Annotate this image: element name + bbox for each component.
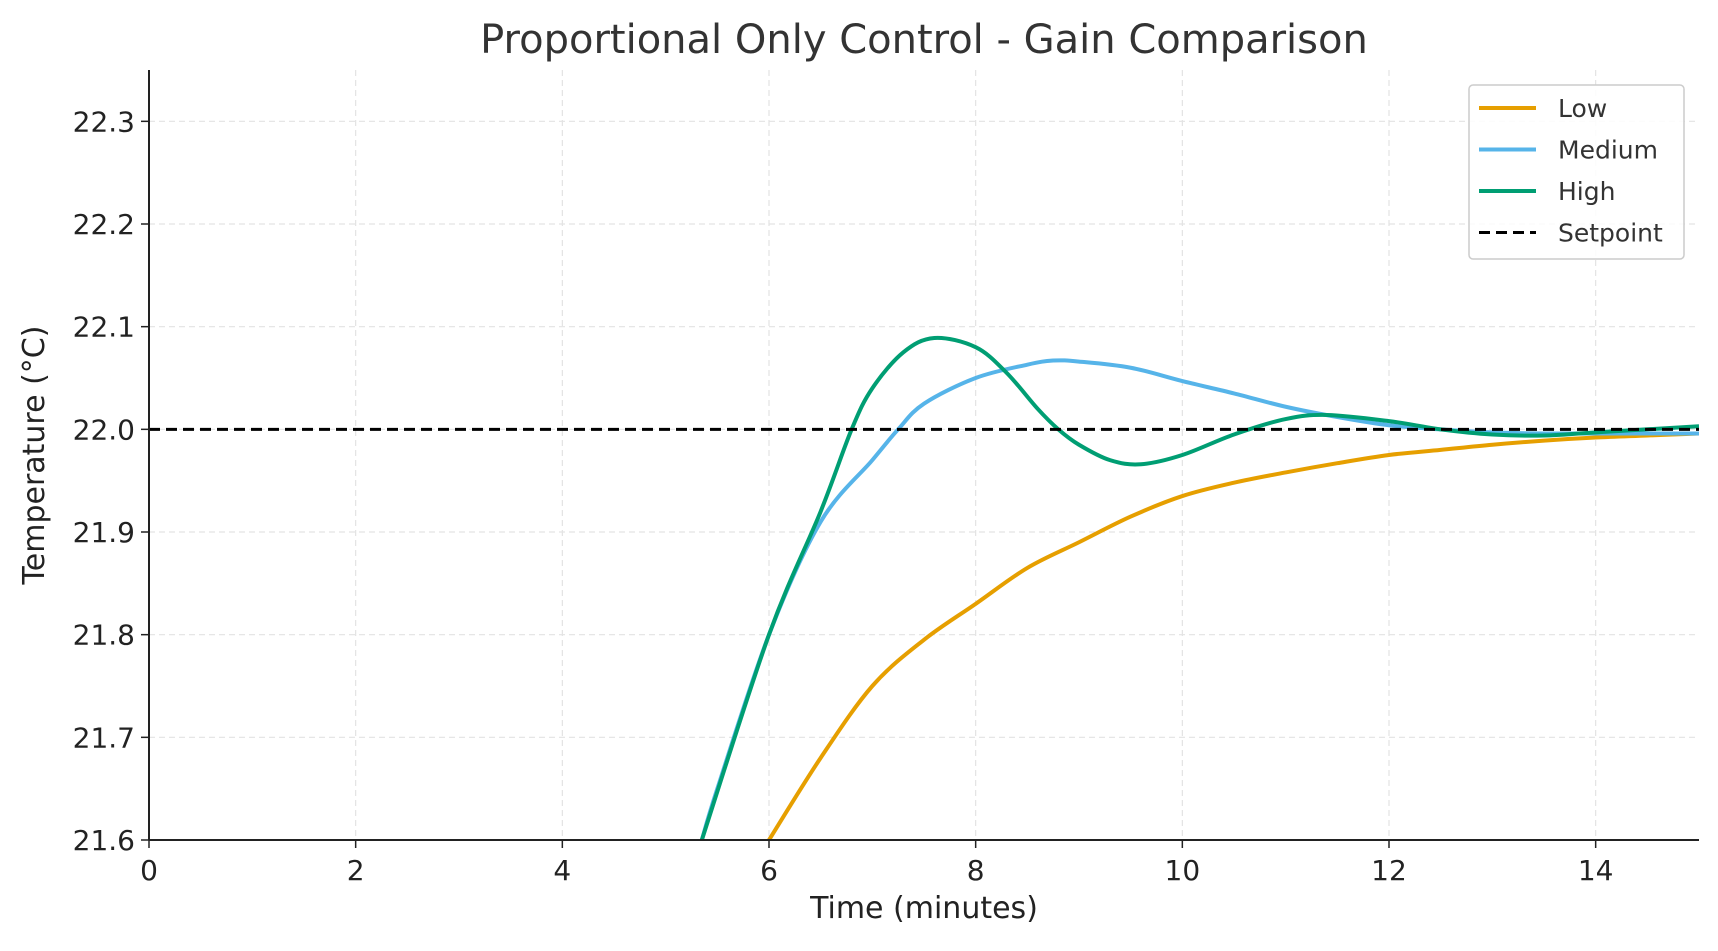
- legend-label: High: [1558, 177, 1615, 206]
- grid: [149, 70, 1699, 840]
- legend-label: Setpoint: [1558, 219, 1663, 248]
- y-tick-label: 22.0: [73, 413, 135, 446]
- y-axis-label: Temperature (°C): [17, 326, 52, 586]
- x-tick-label: 8: [967, 854, 985, 887]
- x-tick-label: 10: [1165, 854, 1201, 887]
- chart-title: Proportional Only Control - Gain Compari…: [480, 17, 1368, 63]
- x-tick-label: 6: [760, 854, 778, 887]
- y-tick-label: 21.9: [73, 516, 135, 549]
- legend-box: [1468, 84, 1685, 260]
- x-tick-label: 2: [347, 854, 365, 887]
- axes: 0 2 4 6 8 10 12 14 21.6 21.7 21.8 21.9 22.0 22.1 22.2 2…: [73, 70, 1699, 887]
- series-group: [149, 335, 1699, 840]
- series-line-low: [767, 431, 1699, 840]
- y-tick-label: 21.7: [73, 721, 135, 754]
- y-tick-label: 21.6: [73, 824, 135, 857]
- series-line-high: [699, 335, 1699, 840]
- y-tick-label: 22.2: [73, 208, 135, 241]
- x-tick-label: 14: [1578, 854, 1614, 887]
- x-tick-label: 0: [140, 854, 158, 887]
- series-line-medium: [699, 358, 1699, 840]
- legend-label: Low: [1558, 94, 1607, 123]
- x-tick-label: 12: [1371, 854, 1407, 887]
- x-tick-label: 4: [553, 854, 571, 887]
- legend-label: Medium: [1558, 136, 1658, 165]
- y-tick-label: 21.8: [73, 619, 135, 652]
- legend: Low Medium High Setpoint: [1468, 84, 1685, 260]
- y-tick-label: 22.1: [73, 311, 135, 344]
- x-axis-label: Time (minutes): [809, 891, 1038, 926]
- y-tick-label: 22.3: [73, 105, 135, 138]
